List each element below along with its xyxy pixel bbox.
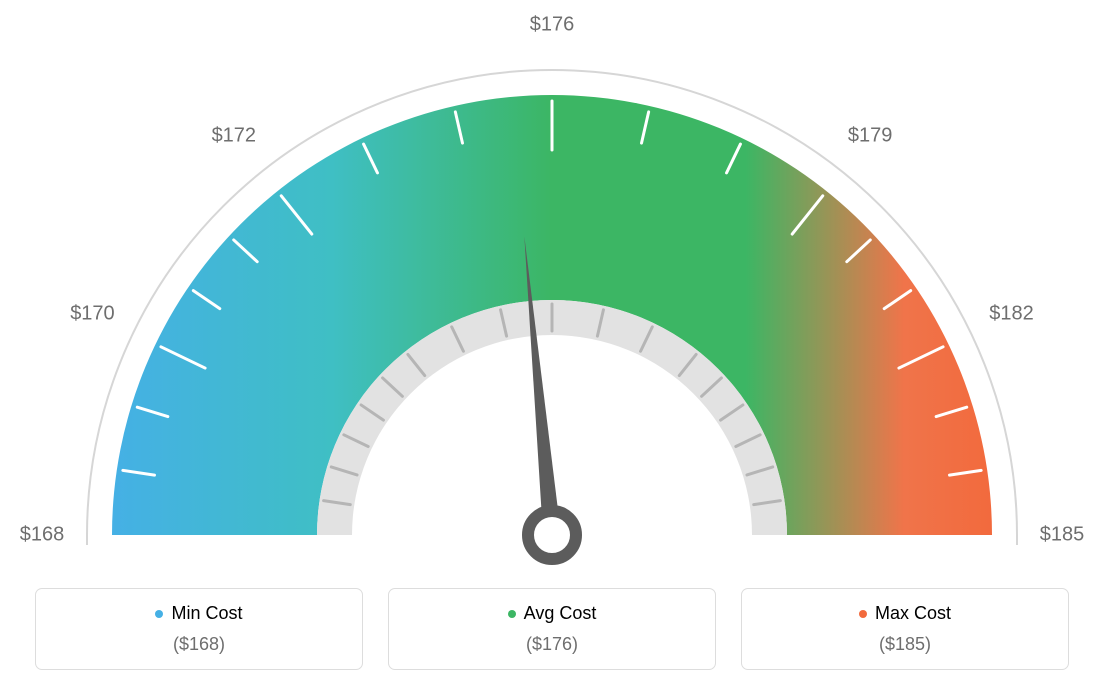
gauge-tick-label: $185 — [1040, 524, 1085, 547]
dot-icon — [508, 610, 516, 618]
gauge-tick-label: $170 — [70, 302, 115, 325]
legend-label-max: Max Cost — [859, 603, 951, 624]
legend-card-max: Max Cost ($185) — [741, 588, 1069, 670]
gauge-tick-label: $172 — [212, 125, 257, 148]
legend-value-min: ($168) — [46, 634, 352, 655]
gauge-chart-container: $168 $170 $172 $176 $179 $182 $185 Min Cost ($… — [0, 0, 1104, 690]
legend-label-avg: Avg Cost — [508, 603, 597, 624]
legend-card-min: Min Cost ($168) — [35, 588, 363, 670]
gauge-tick-label: $179 — [848, 125, 893, 148]
gauge-tick-label: $168 — [20, 524, 65, 547]
gauge-tick-label: $176 — [530, 14, 575, 37]
legend-row: Min Cost ($168) Avg Cost ($176) Max Cost… — [35, 588, 1069, 670]
legend-value-avg: ($176) — [399, 634, 705, 655]
legend-card-avg: Avg Cost ($176) — [388, 588, 716, 670]
gauge-area: $168 $170 $172 $176 $179 $182 $185 — [0, 0, 1104, 580]
gauge-tick-label: $182 — [989, 302, 1034, 325]
legend-value-max: ($185) — [752, 634, 1058, 655]
gauge-svg — [0, 0, 1104, 580]
legend-label-text: Max Cost — [875, 603, 951, 624]
dot-icon — [155, 610, 163, 618]
legend-label-min: Min Cost — [155, 603, 242, 624]
legend-label-text: Min Cost — [171, 603, 242, 624]
dot-icon — [859, 610, 867, 618]
legend-label-text: Avg Cost — [524, 603, 597, 624]
